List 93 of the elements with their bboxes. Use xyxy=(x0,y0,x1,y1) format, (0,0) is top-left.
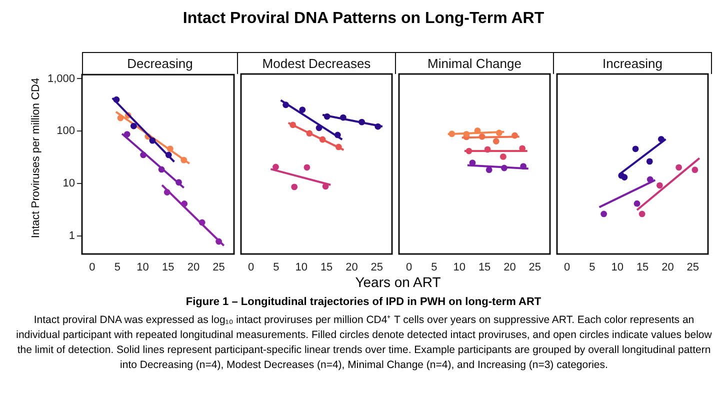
x-tick-label: 20 xyxy=(346,262,358,274)
point xyxy=(478,133,486,140)
point xyxy=(496,130,502,136)
point xyxy=(469,160,476,166)
point xyxy=(492,138,500,144)
point xyxy=(164,189,170,196)
y-tick-label: 10 xyxy=(62,178,75,190)
point xyxy=(113,96,120,103)
x-tick-label: 0 xyxy=(406,262,412,274)
point xyxy=(117,114,124,122)
point xyxy=(358,118,365,126)
x-tick-label: 0 xyxy=(89,262,96,274)
point xyxy=(340,114,346,121)
x-tick-label: 25 xyxy=(212,262,225,274)
point xyxy=(140,152,147,158)
point xyxy=(176,179,182,186)
point xyxy=(272,164,279,170)
point xyxy=(600,210,608,218)
x-axis-title: Years on ART xyxy=(354,274,442,290)
x-tick-label: 25 xyxy=(370,262,384,274)
x-tick-label: 20 xyxy=(187,262,200,274)
point xyxy=(216,238,222,245)
chart-title: Decreasing xyxy=(82,52,238,74)
point xyxy=(634,200,640,207)
point xyxy=(646,176,654,183)
point xyxy=(324,113,330,120)
point xyxy=(166,146,174,152)
point xyxy=(316,124,322,132)
point xyxy=(466,148,472,154)
x-tick-label: 5 xyxy=(273,262,280,274)
x-tick-label: 25 xyxy=(686,262,700,274)
point xyxy=(621,174,628,180)
x-tick-label: 10 xyxy=(453,262,466,274)
point xyxy=(158,166,165,173)
point xyxy=(282,102,289,108)
point xyxy=(304,164,310,171)
point xyxy=(335,144,342,150)
text: Intact Proviral DNA Patterns on Long-Term ART xyxy=(182,10,546,28)
x-tick-label: 20 xyxy=(504,262,516,274)
x-tick-label: 0 xyxy=(248,262,254,274)
point xyxy=(290,122,296,128)
x-tick-label: 10 xyxy=(136,262,149,274)
x-tick-label: 5 xyxy=(589,262,596,274)
point xyxy=(500,164,508,172)
x-tick-label: 15 xyxy=(320,262,333,274)
x-tick-label: 15 xyxy=(162,262,174,274)
point xyxy=(334,132,341,138)
point xyxy=(124,131,130,138)
point xyxy=(165,152,172,158)
point xyxy=(638,210,646,218)
chart-title: Minimal Change xyxy=(395,52,554,74)
text: Intact proviral DNA was expressed as log₁₀ intact proviruses per million CD4⁺ T cells over years on suppressive ART. Each color represents an individual participant with repeated longitudinal measurements. Filled circles denote detected intact proviruses, and open circles indicate values below the limit of detection. Solid lines represent participant-specific linear trends over time. Example participants are grouped by overall longitudinal pattern into Decreasing (n=4), Modest Decreases (n=4), Minimal Change (n=4), and Increasing (n=3) categories. xyxy=(15,313,713,373)
point xyxy=(181,200,188,207)
point xyxy=(512,132,518,139)
point xyxy=(520,163,527,170)
x-tick-label: 0 xyxy=(564,262,570,274)
x-tick-label: 20 xyxy=(662,262,674,274)
point xyxy=(374,123,382,130)
x-tick-label: 5 xyxy=(431,262,438,274)
chart-title: Increasing xyxy=(553,52,712,74)
x-tick-label: 25 xyxy=(528,262,542,274)
point xyxy=(656,182,663,189)
y-tick-label: 100 xyxy=(56,125,75,138)
y-tick-label: 1 xyxy=(68,230,75,242)
point xyxy=(646,158,653,165)
point xyxy=(474,128,481,134)
point xyxy=(149,137,156,144)
y-tick-label: 1,000 xyxy=(47,72,75,85)
point xyxy=(463,130,470,138)
point xyxy=(658,136,664,142)
point xyxy=(486,166,492,174)
point xyxy=(500,154,506,160)
x-tick-label: 15 xyxy=(636,262,649,274)
caption: Figure 1 – Longitudinal trajectories of IPD in PWH on long-term ART xyxy=(184,296,542,308)
x-tick-label: 10 xyxy=(295,262,308,274)
x-tick-label: 15 xyxy=(478,262,491,274)
point xyxy=(448,130,456,138)
point xyxy=(319,136,326,143)
point xyxy=(306,130,313,137)
point xyxy=(322,183,329,190)
x-tick-label: 5 xyxy=(114,262,121,274)
point xyxy=(130,122,137,130)
point xyxy=(484,146,491,153)
point xyxy=(180,156,188,164)
y-axis-title: Intact Proviruses per million CD4 xyxy=(30,76,42,240)
chart-title: Modest Decreases xyxy=(237,52,396,74)
point xyxy=(632,146,639,152)
x-tick-label: 10 xyxy=(611,262,624,274)
point xyxy=(676,164,682,171)
point xyxy=(299,106,306,113)
point xyxy=(692,166,698,174)
point xyxy=(198,219,206,226)
point xyxy=(291,184,298,190)
